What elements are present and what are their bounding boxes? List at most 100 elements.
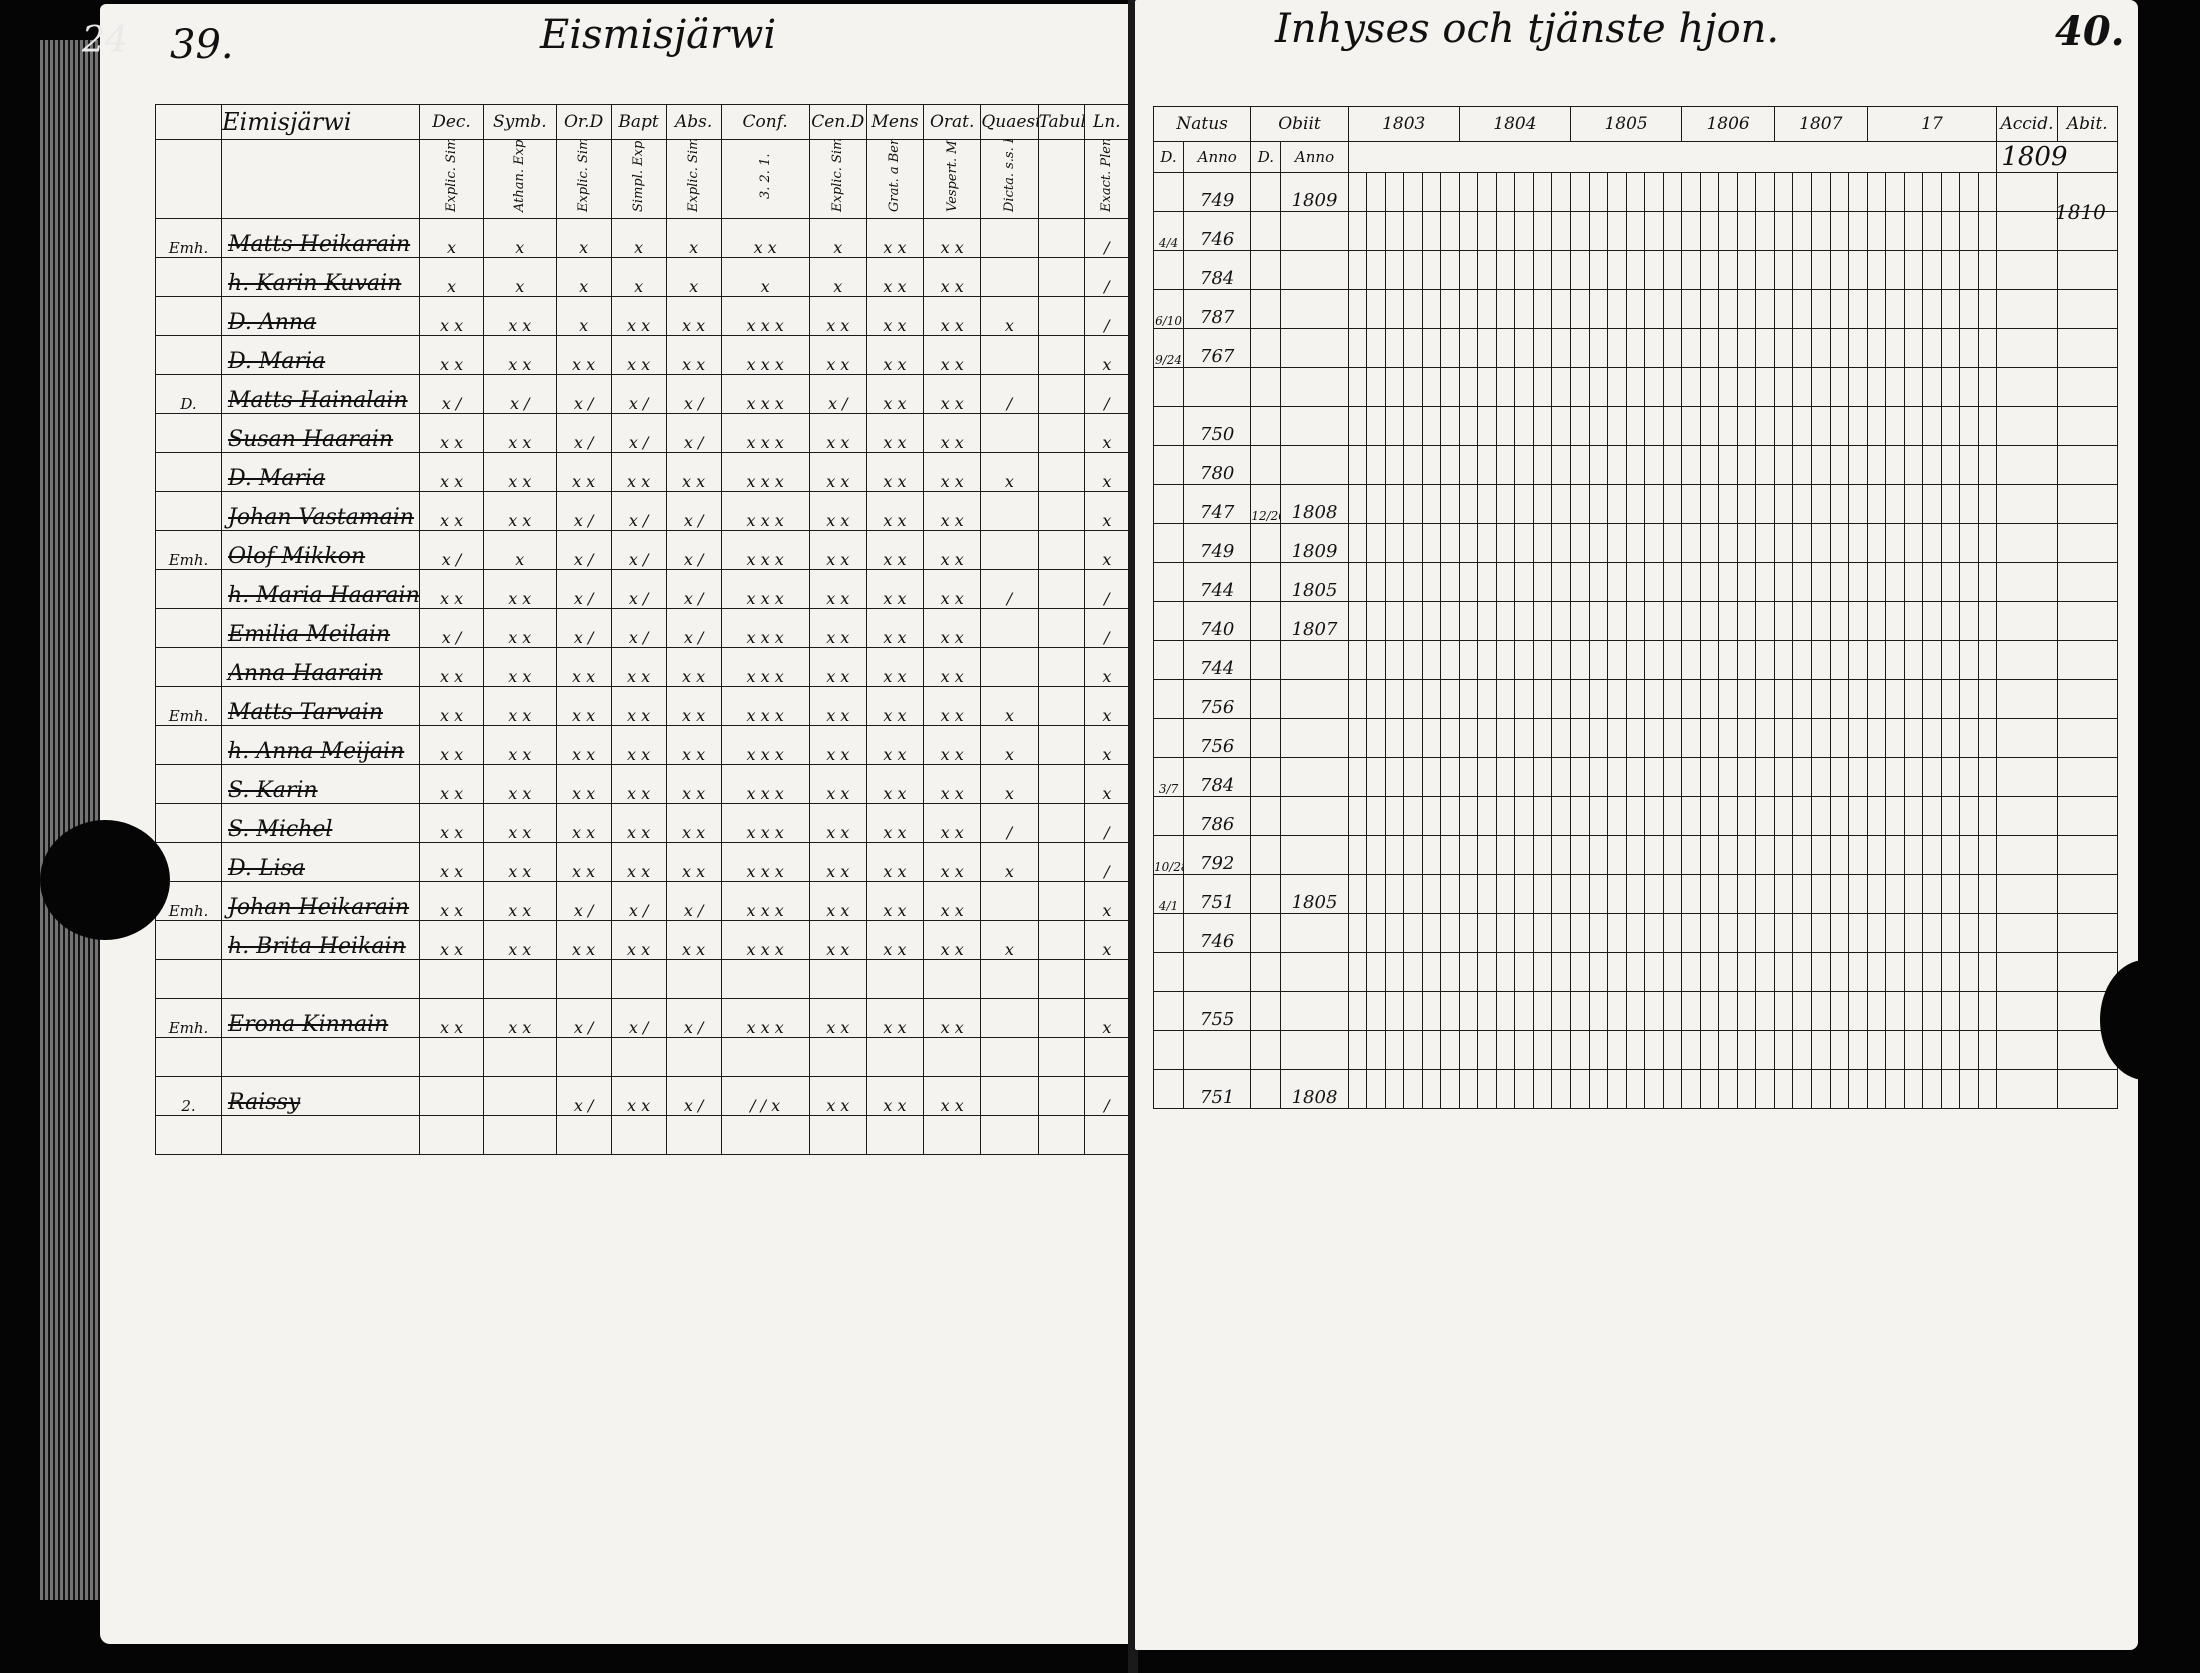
mark-cell: x x <box>808 1076 867 1116</box>
communion-cell <box>1681 172 1701 212</box>
communion-cell <box>1366 445 1386 485</box>
mark-cell <box>980 881 1039 921</box>
obiit-year <box>1280 835 1349 875</box>
communion-cell <box>1773 874 1794 914</box>
communion-cell <box>1477 562 1497 602</box>
communion-cell <box>1532 445 1553 485</box>
communion-cell <box>1607 1069 1627 1109</box>
mark-cell: x / <box>555 998 612 1038</box>
mark-cell: x x <box>419 413 484 453</box>
communion-cell <box>1903 952 1924 992</box>
mark-cell <box>1037 569 1085 609</box>
communion-cell <box>1681 328 1701 368</box>
communion-cell <box>1551 328 1572 368</box>
communion-cell <box>1570 718 1590 758</box>
communion-cell <box>1755 484 1775 524</box>
communion-cell <box>1662 406 1683 446</box>
communion-cell <box>1532 718 1553 758</box>
mark-cell: x x x <box>720 608 810 648</box>
communion-cell <box>1607 718 1627 758</box>
mark-cell <box>1037 803 1085 843</box>
communion-cell <box>1977 952 1998 992</box>
subheader-tabul <box>1037 139 1085 219</box>
communion-cell <box>1384 523 1405 563</box>
mark-cell <box>1037 452 1085 492</box>
communion-cell <box>1736 484 1757 524</box>
communion-cell <box>1940 445 1961 485</box>
communion-cell <box>1829 367 1850 407</box>
mark-cell: x x <box>808 296 867 336</box>
communion-cell <box>1903 874 1924 914</box>
communion-cell <box>1903 1030 1924 1070</box>
communion-cell <box>2056 757 2119 797</box>
mark-cell <box>1037 608 1085 648</box>
communion-cell <box>1495 601 1516 641</box>
communion-cell <box>1421 211 1442 251</box>
communion-cell <box>1347 952 1368 992</box>
communion-cell <box>1996 679 2058 719</box>
communion-cell <box>1421 991 1442 1031</box>
communion-cell <box>1570 211 1590 251</box>
communion-cell <box>1718 601 1738 641</box>
communion-cell <box>1570 601 1590 641</box>
communion-cell <box>1625 250 1646 290</box>
communion-cell <box>1848 328 1868 368</box>
communion-cell <box>1866 562 1887 602</box>
communion-cell <box>1662 718 1683 758</box>
communion-cell <box>1903 406 1924 446</box>
communion-cell <box>1607 835 1627 875</box>
mark-cell: x x <box>923 998 982 1038</box>
communion-cell <box>1662 757 1683 797</box>
page-clip-left <box>40 820 170 940</box>
mark-cell: x x <box>923 647 982 687</box>
subheader-mens: Grat. a Bened. <box>865 139 925 219</box>
communion-cell <box>1736 562 1757 602</box>
obiit-day <box>1250 679 1282 719</box>
mark-cell <box>980 530 1039 570</box>
communion-cell <box>1699 484 1720 524</box>
communion-cell <box>1848 952 1868 992</box>
mark-cell: x / <box>555 608 612 648</box>
communion-cell <box>1384 835 1405 875</box>
communion-cell <box>1903 757 1924 797</box>
mark-cell: x x <box>482 998 557 1038</box>
mark-cell: x <box>980 452 1039 492</box>
communion-cell <box>1607 172 1627 212</box>
obiit-day <box>1250 562 1282 602</box>
person-name: Johan Heikarain <box>221 881 421 921</box>
communion-cell <box>1588 211 1609 251</box>
person-name: h. Karin Kuvain <box>221 257 421 297</box>
communion-cell <box>1366 484 1386 524</box>
communion-cell <box>1885 640 1905 680</box>
communion-cell <box>1477 991 1497 1031</box>
communion-cell <box>1940 1069 1961 1109</box>
communion-cell <box>1866 913 1887 953</box>
communion-cell <box>1699 445 1720 485</box>
communion-cell <box>1588 952 1609 992</box>
mark-cell: x x <box>419 491 484 531</box>
communion-cell <box>1866 601 1887 641</box>
mark-cell <box>1037 218 1085 258</box>
communion-cell <box>1421 367 1442 407</box>
communion-cell <box>1662 211 1683 251</box>
communion-cell <box>1532 640 1553 680</box>
communion-cell <box>1495 1069 1516 1109</box>
communion-cell <box>1588 601 1609 641</box>
mark-cell: x x <box>808 452 867 492</box>
communion-cell <box>1773 250 1794 290</box>
communion-cell <box>1551 172 1572 212</box>
communion-cell <box>1903 367 1924 407</box>
communion-cell <box>1699 523 1720 563</box>
communion-cell <box>1977 601 1998 641</box>
communion-cell <box>1403 757 1423 797</box>
communion-cell <box>1885 484 1905 524</box>
communion-cell <box>1755 991 1775 1031</box>
communion-cell <box>1829 757 1850 797</box>
natus-day <box>1152 991 1185 1031</box>
communion-cell <box>1996 757 2058 797</box>
table-row: 780 <box>1152 445 2119 485</box>
